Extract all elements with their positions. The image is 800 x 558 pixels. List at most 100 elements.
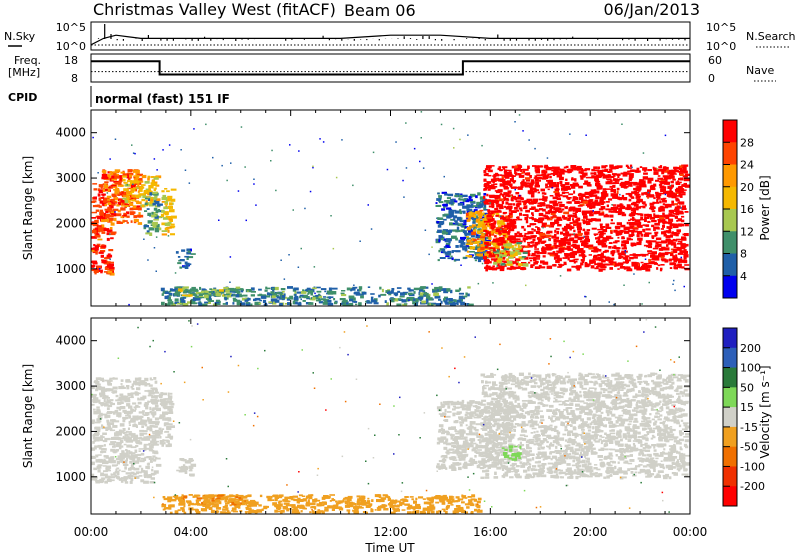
power-cell	[485, 199, 491, 201]
power-cell	[618, 257, 621, 259]
velocity-cell	[332, 509, 335, 512]
power-cell	[94, 188, 98, 190]
velocity-cell	[415, 498, 417, 500]
power-cell	[413, 298, 415, 301]
power-cell	[443, 219, 447, 221]
power-cell	[147, 196, 151, 198]
power-cell	[140, 186, 144, 188]
velocity-cell	[97, 466, 100, 469]
velocity-cell	[153, 377, 156, 380]
power-cell	[601, 203, 604, 205]
power-noise-cell	[609, 301, 611, 303]
power-cell	[343, 300, 348, 303]
power-noise-cell	[500, 216, 502, 218]
velocity-cell	[190, 474, 194, 476]
power-ylabel: Slant Range [km]	[21, 156, 35, 260]
power-cell	[236, 287, 241, 289]
power-cell	[270, 291, 274, 294]
velocity-cell	[129, 412, 132, 415]
power-cell	[175, 287, 180, 289]
nsearch-label: N.Search	[746, 30, 796, 43]
power-cell	[660, 268, 663, 270]
power-cell	[674, 263, 676, 266]
power-cell	[111, 185, 117, 187]
power-cell	[514, 171, 516, 174]
power-cell	[637, 192, 639, 194]
power-cell	[586, 231, 588, 233]
power-cell	[662, 200, 667, 203]
power-noise-cell	[229, 282, 231, 284]
power-cell	[637, 213, 641, 215]
power-cell	[516, 263, 519, 266]
power-cell	[448, 194, 454, 197]
power-cell	[537, 169, 540, 172]
power-cell	[272, 290, 274, 292]
velocity-cell	[139, 433, 143, 436]
power-cell	[568, 218, 571, 221]
power-cell	[661, 240, 666, 243]
power-cell	[565, 171, 569, 173]
power-cell	[514, 244, 516, 246]
power-cell	[598, 249, 601, 252]
power-cell	[566, 224, 569, 226]
velocity-cell	[151, 469, 153, 472]
power-cell	[452, 250, 456, 252]
velocity-cell	[92, 474, 95, 477]
power-cell	[186, 263, 190, 265]
power-cell	[512, 166, 514, 169]
velocity-cell	[96, 387, 102, 389]
power-noise-cell	[330, 215, 332, 217]
power-cell	[485, 269, 488, 272]
power-cell	[645, 217, 649, 219]
power-cell	[145, 203, 148, 206]
power-cell	[593, 251, 598, 253]
power-cell	[379, 287, 381, 290]
velocity-cell	[142, 396, 146, 399]
power-cell	[492, 206, 494, 208]
power-cell	[542, 192, 545, 194]
power-cell	[98, 193, 101, 196]
power-frame	[91, 110, 690, 306]
velocity-cell	[136, 393, 140, 395]
power-cell	[609, 174, 611, 176]
power-cell	[583, 201, 589, 204]
power-cell	[349, 299, 353, 302]
power-cell	[602, 174, 605, 176]
power-cell	[492, 265, 495, 267]
power-cell	[510, 215, 513, 217]
power-cell	[597, 263, 603, 267]
power-cell	[611, 258, 615, 261]
velocity-cell	[267, 498, 271, 501]
power-cell	[516, 200, 522, 202]
power-cell	[648, 178, 654, 181]
power-cell	[627, 222, 629, 224]
velocity-cell	[143, 481, 149, 484]
power-noise-cell	[298, 267, 300, 269]
power-cell	[580, 240, 586, 242]
power-noise-cell	[525, 285, 527, 287]
power-cell	[606, 239, 610, 241]
power-cell	[567, 269, 571, 272]
velocity-cell	[342, 499, 344, 502]
velocity-cell	[92, 404, 95, 406]
power-cell	[597, 167, 600, 170]
power-colorbar-tick-label: 12	[740, 225, 754, 238]
power-cell	[665, 205, 668, 208]
power-cell	[552, 167, 555, 169]
power-noise-cell	[421, 137, 423, 139]
power-cell	[480, 247, 484, 250]
velocity-cell	[170, 436, 173, 439]
power-cell	[675, 216, 678, 219]
power-cell	[118, 182, 121, 185]
power-cell	[524, 229, 526, 232]
power-cell	[597, 229, 602, 231]
power-cell	[209, 288, 212, 290]
power-cell	[158, 204, 163, 206]
power-cell	[263, 300, 266, 303]
power-cell	[585, 168, 591, 170]
power-cell	[617, 237, 619, 239]
power-cell	[573, 191, 575, 194]
power-cell	[568, 201, 572, 204]
power-cell	[449, 298, 453, 302]
power-cell	[511, 210, 517, 213]
